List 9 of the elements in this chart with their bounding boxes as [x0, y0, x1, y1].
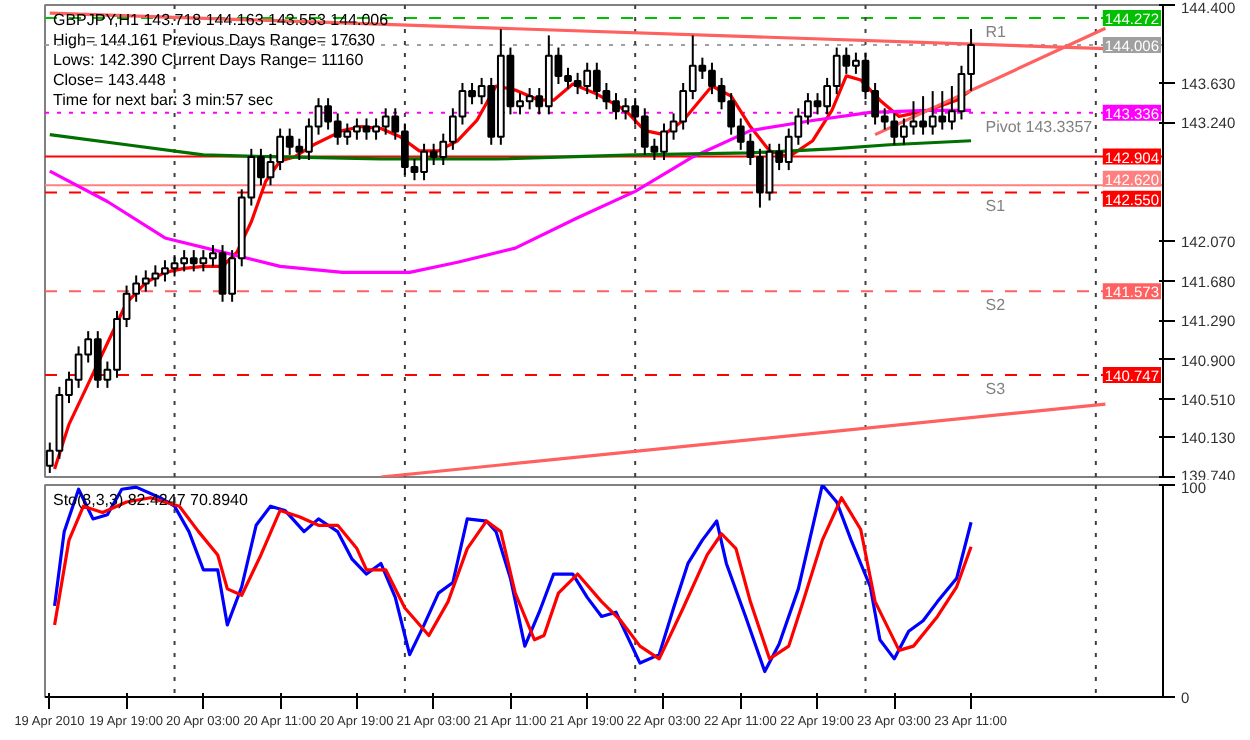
- annotation: Close= 143.448: [53, 71, 167, 89]
- annotation: High= 144.161 Previous Days Range= 17630: [53, 31, 377, 49]
- annotation: Lows: 142.390 Current Days Range= 11160: [53, 51, 365, 69]
- annotation: R1: [985, 22, 1008, 41]
- annotation: S1: [985, 197, 1007, 216]
- annotation: S2: [985, 296, 1007, 315]
- annotation: Pivot 143.3357: [985, 117, 1094, 136]
- annotation: Time for next bar: 3 min:57 sec: [53, 91, 273, 109]
- annotation: S3: [985, 380, 1007, 398]
